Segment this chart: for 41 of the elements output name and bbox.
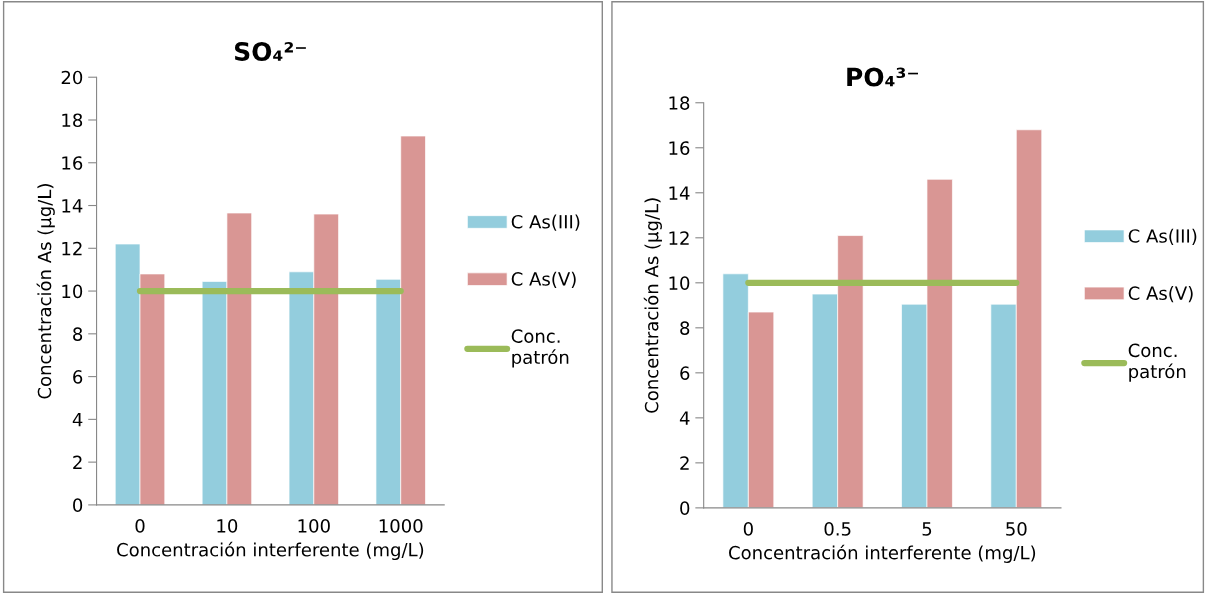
x-tick-label: 50	[1006, 522, 1027, 536]
y-tick-label: 2	[73, 455, 82, 469]
y-tick-label: 14	[669, 186, 690, 200]
y-tick-label: 6	[73, 370, 83, 384]
y-axis-title: Concentración As (µg/L)	[36, 184, 55, 399]
y-axis-title: Concentración As (µg/L)	[643, 198, 662, 413]
legend-label: C As(III)	[1128, 228, 1197, 245]
y-tick-label: 0	[73, 498, 83, 513]
legend-label: Conc. patrón	[511, 329, 569, 368]
y-tick-label: 14	[62, 199, 83, 213]
x-tick-label: 0	[135, 519, 145, 533]
y-tick-label: 4	[679, 411, 690, 425]
x-tick-label: 100	[298, 519, 330, 533]
x-tick-label: 1000	[379, 519, 423, 533]
y-tick-label: 8	[73, 327, 83, 341]
y-tick-label: 12	[669, 231, 689, 245]
y-tick-label: 2	[680, 456, 689, 470]
chart-title: PO₄³⁻	[847, 67, 918, 87]
legend-label: C As(V)	[1128, 286, 1193, 303]
y-tick-label: 0	[680, 501, 690, 515]
y-tick-label: 16	[669, 141, 690, 155]
y-tick-label: 18	[62, 113, 83, 128]
y-tick-label: 20	[61, 70, 83, 85]
x-tick-label: 5	[922, 522, 932, 536]
chart-title: SO₄²⁻	[234, 42, 306, 61]
y-tick-label: 10	[62, 284, 83, 299]
x-axis-title: Concentración interferente (mg/L)	[117, 541, 424, 561]
legend-label: C As(III)	[511, 214, 580, 231]
x-axis-title: Concentración interferente (mg/L)	[729, 544, 1036, 563]
legend-label: Conc. patrón	[1128, 343, 1186, 382]
y-tick-label: 4	[72, 413, 83, 427]
y-tick-label: 16	[62, 156, 83, 170]
x-tick-label: 0.5	[824, 522, 851, 536]
y-tick-label: 10	[669, 276, 690, 290]
y-tick-label: 8	[680, 321, 690, 335]
y-tick-label: 12	[62, 241, 82, 256]
legend-label: C As(V)	[511, 271, 576, 288]
y-tick-label: 18	[669, 96, 690, 110]
x-tick-label: 10	[217, 519, 238, 533]
y-tick-label: 6	[680, 366, 690, 380]
x-tick-label: 0	[743, 522, 753, 536]
